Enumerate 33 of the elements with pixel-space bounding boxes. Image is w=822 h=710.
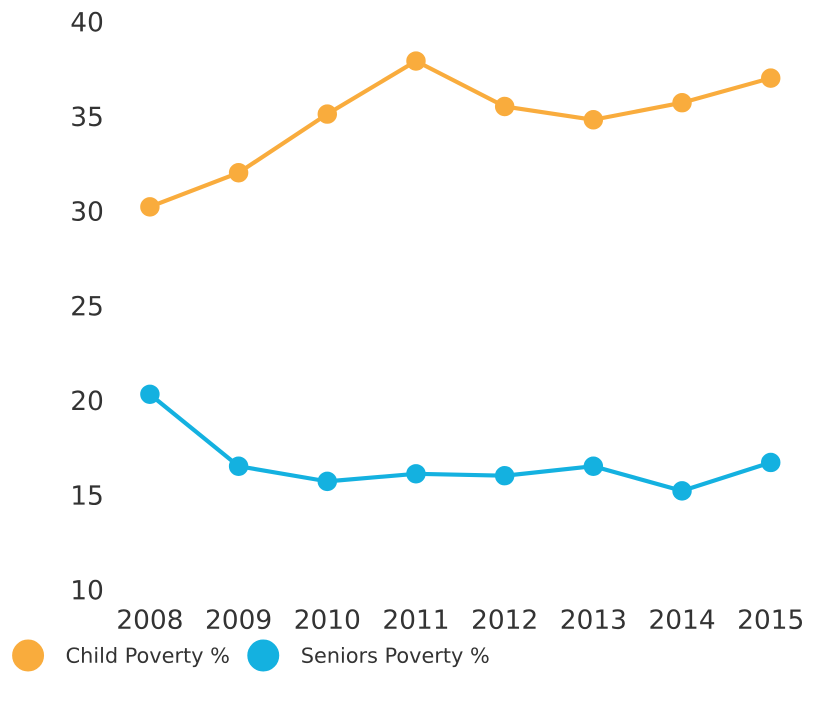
point	[494, 96, 514, 116]
point	[406, 464, 426, 484]
x-tick-label: 2011	[384, 609, 448, 630]
point	[761, 68, 780, 88]
x-tick-label: 2013	[562, 609, 625, 630]
point	[228, 456, 248, 476]
point	[672, 481, 692, 501]
x-tick-label: 2009	[206, 609, 270, 630]
point	[318, 104, 338, 124]
point	[140, 384, 160, 404]
point	[494, 466, 514, 486]
x-tick-label: 2014	[650, 609, 714, 630]
y-tick-label: 30	[72, 201, 102, 222]
x-tick-label: 2012	[473, 609, 536, 630]
y-tick-label: 35	[72, 106, 102, 126]
point	[228, 163, 248, 182]
y-tick-label: 40	[72, 12, 102, 32]
y-tick-label: 10	[73, 580, 102, 600]
y-tick-label: 20	[72, 390, 102, 410]
point	[672, 92, 692, 112]
point	[318, 472, 338, 492]
legend-label: Child Poverty %	[66, 646, 229, 668]
legend-label: Seniors Poverty %	[302, 646, 489, 668]
point	[140, 197, 160, 217]
x-tick-label: 2008	[118, 609, 182, 630]
y-tick-label: 15	[73, 485, 102, 506]
point	[761, 452, 780, 472]
y-tick-label: 25	[72, 296, 102, 316]
x-tick-label: 2010	[296, 609, 360, 630]
x-tick-label: 2015	[739, 609, 802, 630]
point	[584, 110, 604, 130]
point	[406, 51, 426, 71]
point	[584, 456, 604, 476]
